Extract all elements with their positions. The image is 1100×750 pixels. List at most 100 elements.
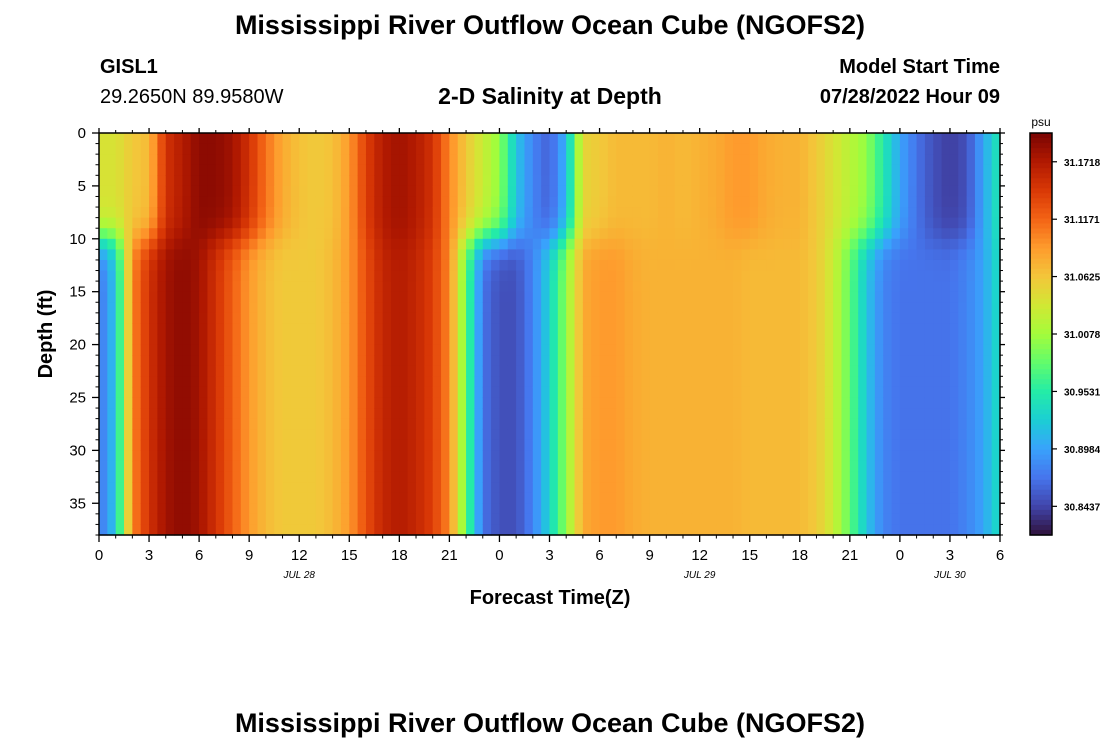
- heatmap-cell: [249, 397, 259, 409]
- heatmap-cell: [582, 482, 592, 494]
- heatmap-cell: [591, 429, 601, 441]
- heatmap-cell: [115, 175, 125, 187]
- heatmap-cell: [841, 460, 851, 473]
- heatmap-cell: [749, 185, 759, 198]
- heatmap-cell: [416, 270, 425, 282]
- heatmap-cell: [824, 408, 834, 420]
- heatmap-cell: [574, 323, 584, 335]
- heatmap-cell: [933, 482, 943, 494]
- heatmap-cell: [666, 302, 676, 314]
- heatmap-cell: [591, 185, 601, 198]
- heatmap-cell: [991, 334, 1001, 346]
- heatmap-cell: [833, 291, 843, 303]
- heatmap-cell: [741, 376, 751, 388]
- heatmap-cell: [808, 238, 818, 250]
- heatmap-cell: [416, 397, 425, 409]
- heatmap-cell: [332, 513, 342, 526]
- heatmap-cell: [499, 143, 509, 155]
- heatmap-cell: [799, 471, 809, 483]
- heatmap-cell: [958, 397, 968, 409]
- heatmap-cell: [357, 133, 367, 145]
- heatmap-cell: [833, 249, 843, 261]
- heatmap-cell: [482, 270, 492, 282]
- heatmap-cell: [190, 164, 200, 176]
- heatmap-cell: [199, 249, 209, 261]
- heatmap-cell: [808, 386, 818, 399]
- heatmap-cell: [382, 524, 392, 536]
- heatmap-cell: [649, 524, 659, 536]
- heatmap-cell: [733, 312, 742, 325]
- heatmap-cell: [240, 154, 250, 166]
- heatmap-cell: [482, 133, 492, 145]
- heatmap-cell: [407, 524, 417, 536]
- heatmap-cell: [491, 386, 501, 399]
- heatmap-cell: [207, 133, 217, 145]
- heatmap-cell: [199, 418, 209, 430]
- heatmap-cell: [624, 281, 634, 293]
- heatmap-cell: [107, 154, 117, 166]
- heatmap-cell: [265, 418, 275, 430]
- heatmap-cell: [566, 175, 576, 187]
- heatmap-cell: [866, 503, 876, 515]
- heatmap-cell: [207, 408, 217, 420]
- heatmap-cell: [616, 386, 626, 399]
- heatmap-cell: [282, 154, 292, 166]
- heatmap-cell: [224, 164, 234, 176]
- heatmap-cell: [682, 429, 692, 441]
- heatmap-cell: [165, 397, 175, 409]
- heatmap-cell: [891, 270, 901, 282]
- heatmap-cell: [441, 471, 450, 483]
- heatmap-cell: [883, 302, 893, 314]
- heatmap-cell: [949, 323, 959, 335]
- heatmap-cell: [282, 334, 292, 346]
- heatmap-cell: [899, 259, 909, 272]
- heatmap-cell: [190, 312, 200, 325]
- heatmap-cell: [249, 249, 259, 261]
- heatmap-cell: [933, 376, 943, 388]
- heatmap-cell: [265, 386, 275, 399]
- heatmap-cell: [783, 460, 793, 473]
- heatmap-cell: [724, 164, 734, 176]
- heatmap-cell: [891, 312, 901, 325]
- heatmap-cell: [115, 312, 125, 325]
- heatmap-cell: [724, 270, 734, 282]
- heatmap-cell: [149, 164, 158, 176]
- heatmap-cell: [140, 482, 150, 494]
- heatmap-cell: [491, 207, 501, 219]
- heatmap-cell: [632, 217, 642, 229]
- heatmap-cell: [641, 344, 651, 356]
- heatmap-cell: [382, 302, 392, 314]
- heatmap-cell: [733, 259, 742, 272]
- heatmap-cell: [607, 259, 617, 272]
- heatmap-cell: [174, 408, 184, 420]
- heatmap-cell: [949, 185, 959, 198]
- heatmap-cell: [441, 334, 450, 346]
- heatmap-cell: [783, 175, 793, 187]
- heatmap-cell: [416, 323, 425, 335]
- heatmap-cell: [616, 302, 626, 314]
- heatmap-cell: [491, 513, 501, 526]
- heatmap-cell: [441, 302, 450, 314]
- colorbar-cell: [1030, 404, 1052, 410]
- heatmap-cell: [199, 408, 209, 420]
- heatmap-cell: [257, 365, 267, 377]
- heatmap-cell: [958, 376, 968, 388]
- heatmap-cell: [324, 281, 334, 293]
- heatmap-cell: [758, 376, 767, 388]
- heatmap-cell: [582, 323, 592, 335]
- heatmap-cell: [466, 439, 476, 451]
- heatmap-cell: [257, 281, 267, 293]
- heatmap-cell: [207, 291, 217, 303]
- heatmap-cell: [666, 323, 676, 335]
- heatmap-cell: [966, 334, 976, 346]
- heatmap-cell: [107, 164, 117, 176]
- heatmap-cell: [532, 344, 542, 356]
- heatmap-cell: [124, 429, 133, 441]
- heatmap-cell: [874, 164, 884, 176]
- heatmap-cell: [966, 429, 976, 441]
- heatmap-cell: [566, 133, 576, 145]
- heatmap-cell: [666, 439, 676, 451]
- heatmap-cell: [190, 196, 200, 208]
- heatmap-cell: [908, 154, 918, 166]
- heatmap-cell: [140, 429, 150, 441]
